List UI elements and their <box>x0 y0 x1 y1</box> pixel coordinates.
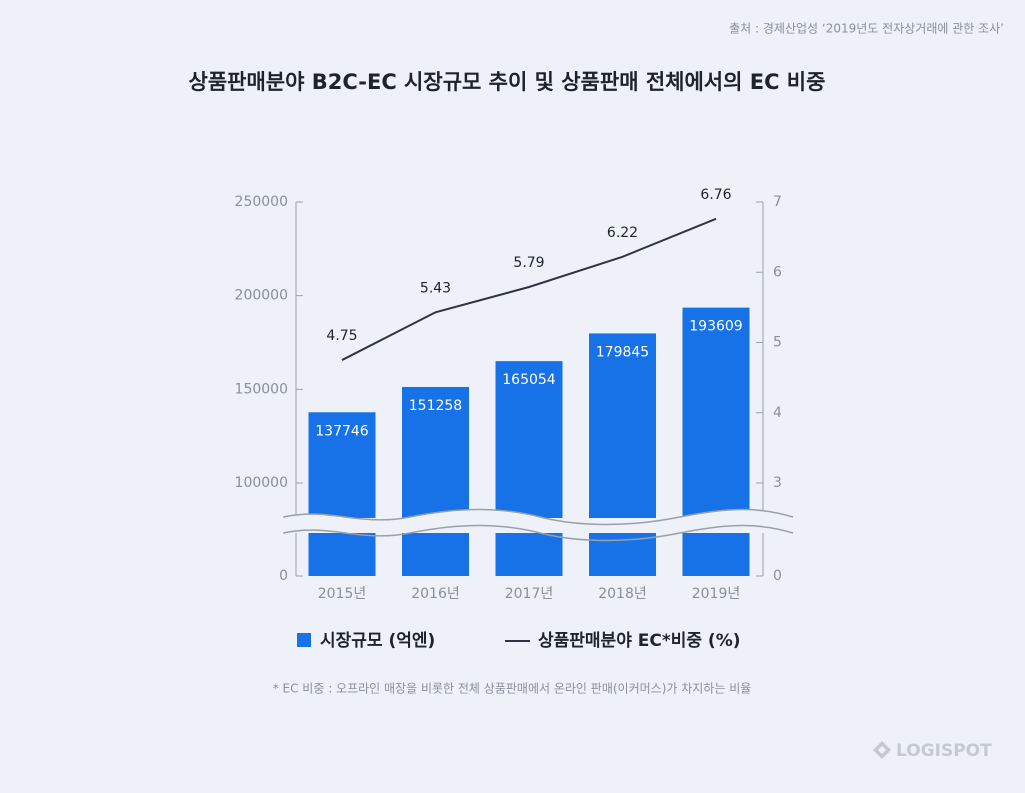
plot: 0 100000 150000 200000 250000 0 3 4 5 6 7 2015년 2016… <box>235 194 782 602</box>
bar-value-label: 179845 <box>596 344 649 360</box>
bar <box>308 412 376 576</box>
footnote: * EC 비중 : 오프라인 매장을 비롯한 전체 상품판매에서 온라인 판매(… <box>273 682 752 696</box>
y-tick-label: 200000 <box>235 288 288 304</box>
break-line <box>282 508 794 526</box>
bar <box>682 307 750 576</box>
overlay: 137746 151258 165054 179845 193609 4.75 5.43 5.… <box>297 187 743 651</box>
line-value-label: 6.22 <box>607 225 638 241</box>
x-tick-label: 2016년 <box>411 586 460 602</box>
chart-title: 상품판매분야 B2C-EC 시장규모 추이 및 상품판매 전체에서의 EC 비중 <box>189 70 826 94</box>
source: 출처 : 경제산업성 ‘2019년도 전자상거래에 관한 조사’ <box>729 22 1004 36</box>
legend-label: 상품판매분야 EC*비중 (%) <box>538 631 741 651</box>
line-value-label: 5.79 <box>513 255 544 271</box>
y2-tick-label: 3 <box>773 475 782 491</box>
bar <box>402 386 469 576</box>
y2-tick-label: 6 <box>773 264 782 280</box>
y2-tick-label: 4 <box>773 405 782 421</box>
logo: LOGISPOT <box>896 741 992 761</box>
x-tick-label: 2019년 <box>692 586 741 602</box>
legend-swatch <box>297 633 311 647</box>
line-value-label: 4.75 <box>326 328 357 344</box>
bar-value-label: 165054 <box>502 372 556 388</box>
line-value-label: 5.43 <box>420 280 451 296</box>
bar-value-label: 151258 <box>409 398 462 414</box>
bar-value-label: 193609 <box>689 319 742 335</box>
legend-label: 시장규모 (억엔) <box>320 631 435 651</box>
y-tick-label: 250000 <box>235 194 288 210</box>
y2-tick-label: 7 <box>773 194 782 210</box>
x-tick-label: 2017년 <box>505 586 554 602</box>
line-value-label: 6.76 <box>700 187 731 203</box>
break-line <box>282 524 794 542</box>
logo-icon <box>873 741 891 759</box>
line <box>341 217 717 361</box>
y2-tick-label: 0 <box>773 568 782 584</box>
y2-tick-label: 5 <box>773 335 782 351</box>
bar-value-label: 137746 <box>315 423 369 439</box>
axis-break <box>282 508 794 542</box>
y-tick-label: 150000 <box>235 381 288 397</box>
y-tick-label: 100000 <box>235 475 288 491</box>
break-gap <box>283 518 793 532</box>
bar <box>589 333 656 576</box>
y-tick-label: 0 <box>279 568 288 584</box>
x-tick-label: 2018년 <box>598 586 647 602</box>
bar <box>495 361 563 576</box>
x-tick-label: 2015년 <box>318 586 367 602</box>
